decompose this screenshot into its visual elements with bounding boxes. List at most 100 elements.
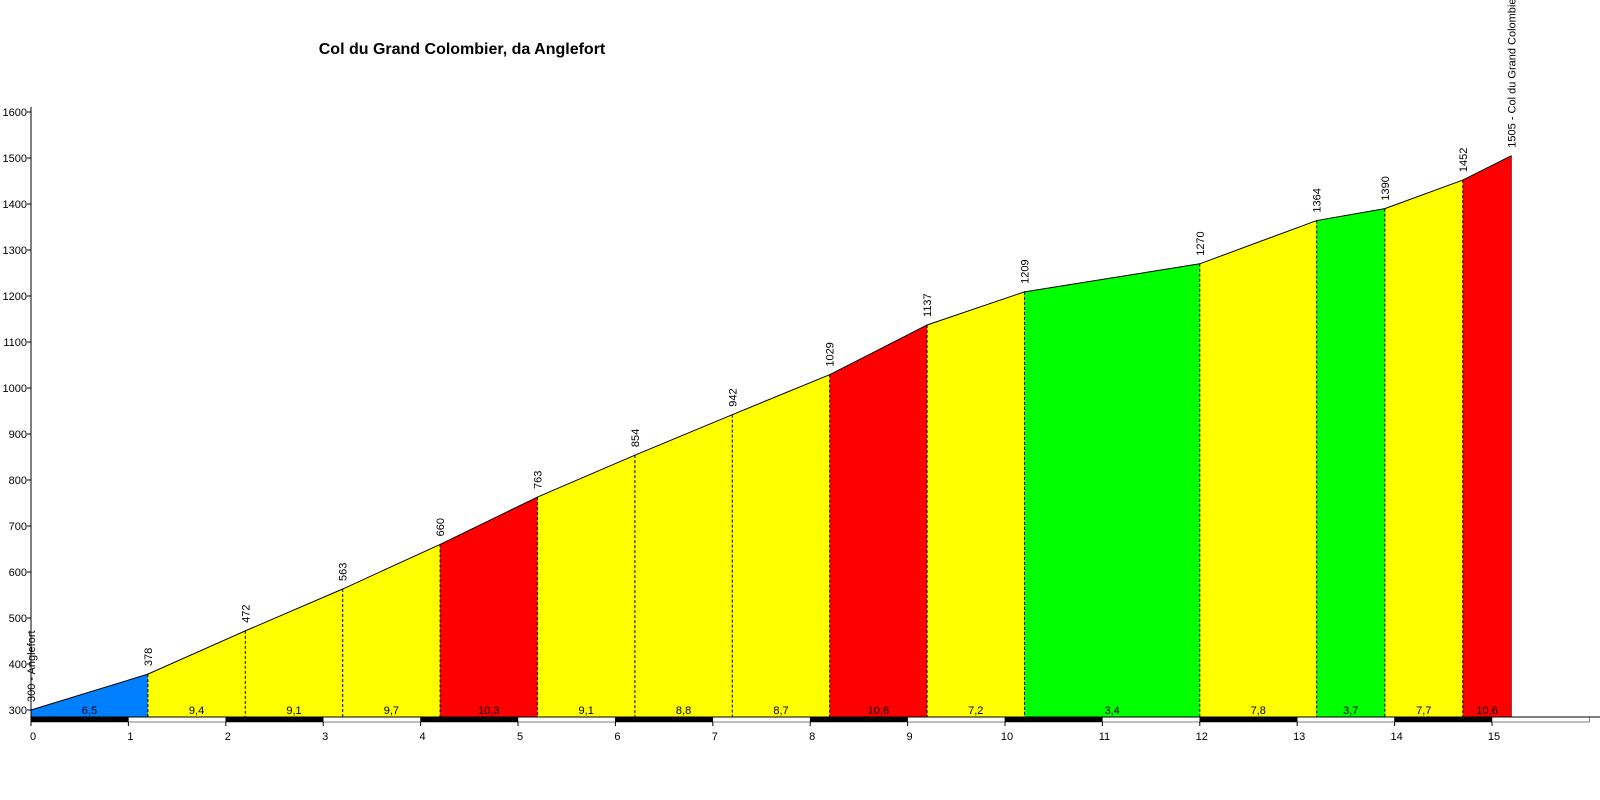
altitude-label-2: 472 bbox=[240, 605, 252, 623]
x-tick-label-11: 11 bbox=[1099, 731, 1110, 743]
y-tick-label-1100: 1100 bbox=[3, 337, 27, 349]
gradient-label-11: 7,8 bbox=[1251, 705, 1266, 717]
segment-area-8 bbox=[829, 324, 928, 717]
gradient-label-9: 7,2 bbox=[968, 705, 983, 717]
altitude-label-15: 1505 - Col du Grand Colombie bbox=[1506, 0, 1518, 148]
gradient-label-3: 9,7 bbox=[384, 705, 399, 717]
gradient-label-0: 6,5 bbox=[82, 705, 97, 717]
altitude-labels-layer: 300 - Anglefort 378 472 563 660 763 854 942 1029… bbox=[26, 0, 1518, 702]
x-tick-label-1: 1 bbox=[127, 731, 133, 743]
altitude-label-8: 1029 bbox=[825, 342, 837, 366]
altitude-label-3: 563 bbox=[338, 563, 350, 581]
altitude-label-0: 300 - Anglefort bbox=[26, 630, 38, 702]
x-tick-label-8: 8 bbox=[809, 731, 815, 743]
km-bar-block-15 bbox=[1491, 716, 1590, 723]
gradient-label-1: 9,4 bbox=[189, 705, 204, 717]
y-tick-label-1600: 1600 bbox=[3, 107, 27, 119]
x-tick-label-15: 15 bbox=[1488, 731, 1500, 743]
gradient-label-2: 9,1 bbox=[286, 705, 301, 717]
segment-area-14 bbox=[1462, 155, 1512, 717]
altitude-label-4: 660 bbox=[435, 518, 447, 536]
gradient-label-8: 10,8 bbox=[868, 705, 889, 717]
y-tick-label-600: 600 bbox=[9, 567, 27, 579]
km-bar-block-2 bbox=[225, 716, 324, 723]
x-tick-label-7: 7 bbox=[712, 731, 718, 743]
km-bar-block-1 bbox=[128, 716, 227, 723]
altitude-label-13: 1390 bbox=[1380, 176, 1392, 200]
x-tick-label-6: 6 bbox=[614, 731, 620, 743]
segment-area-2 bbox=[245, 589, 343, 717]
segment-area-11 bbox=[1199, 220, 1317, 717]
altitude-label-1: 378 bbox=[143, 648, 155, 666]
km-bar-block-10 bbox=[1004, 716, 1103, 723]
segment-area-6 bbox=[634, 414, 733, 717]
x-tick-label-12: 12 bbox=[1196, 731, 1208, 743]
km-bar-block-8 bbox=[809, 716, 908, 723]
y-tick-label-1300: 1300 bbox=[3, 245, 27, 257]
segment-area-9 bbox=[927, 291, 1025, 717]
gradient-label-6: 8,8 bbox=[676, 705, 691, 717]
altitude-label-7: 942 bbox=[727, 388, 739, 406]
gradient-label-7: 8,7 bbox=[773, 705, 788, 717]
km-bar-block-14 bbox=[1394, 716, 1493, 723]
x-tick-label-2: 2 bbox=[225, 731, 231, 743]
gradient-label-4: 10,3 bbox=[478, 705, 499, 717]
y-tick-label-400: 400 bbox=[9, 659, 27, 671]
segment-area-7 bbox=[732, 374, 830, 717]
chart-title: Col du Grand Colombier, da Anglefort bbox=[319, 41, 606, 58]
gradient-label-5: 9,1 bbox=[579, 705, 594, 717]
y-tick-label-300: 300 bbox=[9, 705, 27, 717]
x-tick-label-10: 10 bbox=[1001, 731, 1013, 743]
segment-area-13 bbox=[1384, 180, 1463, 717]
profile-line bbox=[30, 155, 1512, 711]
segment-area-1 bbox=[147, 630, 246, 717]
gradient-labels-layer: 6,5 9,4 9,1 9,7 10,3 9,1 8,8 8,7 10,8 7,2 3,4 7,8 3,… bbox=[82, 705, 1498, 717]
segment-area-0 bbox=[31, 674, 148, 717]
profile-fill-layer bbox=[31, 155, 1512, 717]
y-tick-label-1400: 1400 bbox=[3, 199, 27, 211]
km-bar-block-12 bbox=[1199, 716, 1298, 723]
x-tick-label-3: 3 bbox=[322, 731, 328, 743]
segment-area-4 bbox=[440, 497, 538, 717]
x-tick-label-9: 9 bbox=[907, 731, 913, 743]
y-tick-label-800: 800 bbox=[9, 475, 27, 487]
y-tick-label-1000: 1000 bbox=[3, 383, 27, 395]
x-tick-label-5: 5 bbox=[517, 731, 523, 743]
km-bar-block-6 bbox=[615, 716, 714, 723]
segment-area-12 bbox=[1316, 208, 1385, 717]
km-bar-block-5 bbox=[517, 716, 616, 723]
profile-line-layer bbox=[30, 155, 1512, 717]
altitude-label-5: 763 bbox=[532, 471, 544, 489]
segment-area-5 bbox=[537, 455, 635, 717]
axes-layer: 3004005006007008009001000110012001300140… bbox=[3, 107, 1500, 743]
km-bar-block-9 bbox=[907, 716, 1006, 723]
altitude-label-10: 1209 bbox=[1019, 259, 1031, 283]
altitude-label-12: 1364 bbox=[1312, 188, 1324, 212]
altitude-label-9: 1137 bbox=[922, 293, 934, 317]
gradient-label-14: 10,6 bbox=[1476, 705, 1497, 717]
km-bar-block-3 bbox=[322, 716, 421, 723]
km-bar-block-13 bbox=[1296, 716, 1395, 723]
altitude-label-11: 1270 bbox=[1195, 231, 1207, 255]
x-tick-label-4: 4 bbox=[420, 731, 426, 743]
x-tick-label-0: 0 bbox=[30, 731, 36, 743]
x-tick-label-13: 13 bbox=[1293, 731, 1305, 743]
km-bar-block-11 bbox=[1102, 716, 1201, 723]
segment-area-3 bbox=[342, 544, 441, 717]
km-bar-block-7 bbox=[712, 716, 811, 723]
km-scale-bar bbox=[30, 716, 1600, 723]
segment-divider-layer bbox=[147, 180, 1464, 717]
km-bar-block-4 bbox=[420, 716, 519, 723]
y-tick-label-1200: 1200 bbox=[3, 291, 27, 303]
y-tick-label-700: 700 bbox=[9, 521, 27, 533]
segment-area-10 bbox=[1024, 263, 1200, 717]
y-tick-label-900: 900 bbox=[9, 429, 27, 441]
y-tick-label-1500: 1500 bbox=[3, 153, 27, 165]
altitude-label-6: 854 bbox=[630, 429, 642, 447]
km-bar-block-0 bbox=[30, 716, 129, 723]
altitude-label-14: 1452 bbox=[1458, 148, 1470, 172]
gradient-label-10: 3,4 bbox=[1104, 705, 1119, 717]
gradient-label-12: 3,7 bbox=[1343, 705, 1358, 717]
x-tick-label-14: 14 bbox=[1390, 731, 1402, 743]
